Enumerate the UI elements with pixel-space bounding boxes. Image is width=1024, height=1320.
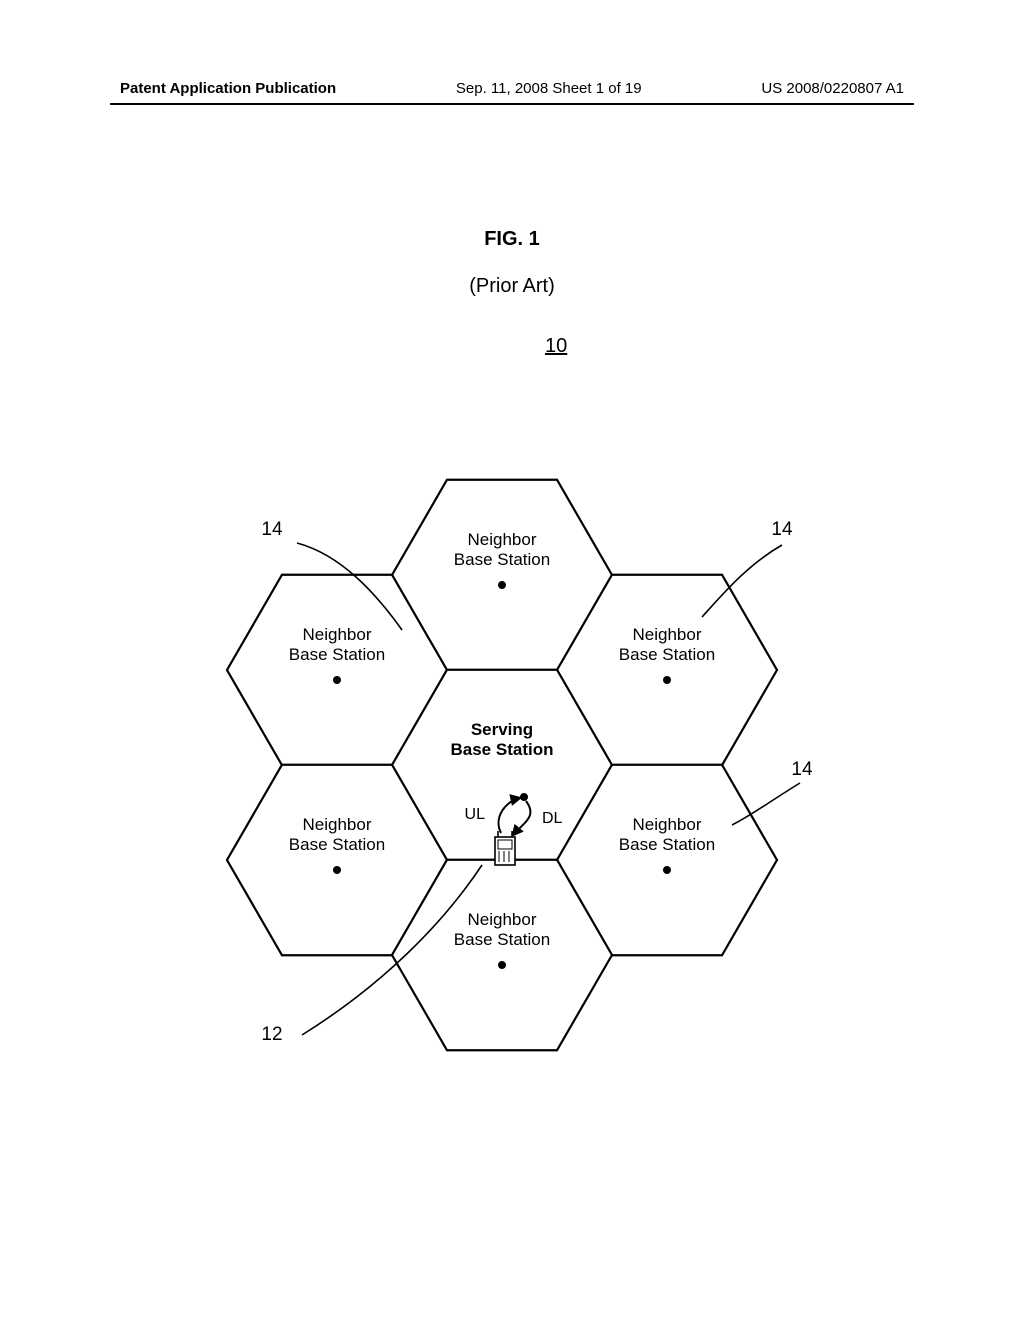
cell-label2: Base Station	[454, 550, 550, 569]
cell-label1: Neighbor	[633, 625, 702, 644]
cell-label2: Base Station	[619, 835, 715, 854]
cell-label1: Serving	[471, 720, 533, 739]
header-row: Patent Application Publication Sep. 11, …	[0, 80, 1024, 97]
callout-number: 12	[261, 1024, 282, 1045]
page: Patent Application Publication Sep. 11, …	[0, 0, 1024, 1320]
cell-label2: Base Station	[619, 645, 715, 664]
cell-dot	[498, 581, 506, 589]
patent-header: Patent Application Publication Sep. 11, …	[0, 80, 1024, 105]
cell-svg: NeighborBase StationNeighborBase Station…	[162, 445, 862, 1105]
figure-title: FIG. 1	[0, 228, 1024, 251]
figure-subtitle: (Prior Art)	[0, 275, 1024, 298]
header-center: Sep. 11, 2008 Sheet 1 of 19	[456, 80, 642, 97]
cell-dot	[333, 676, 341, 684]
ul-label: UL	[465, 806, 486, 823]
cell-label2: Base Station	[289, 835, 385, 854]
cell-label1: Neighbor	[303, 815, 372, 834]
header-right: US 2008/0220807 A1	[761, 80, 904, 97]
callout-number: 14	[771, 519, 793, 540]
dl-label: DL	[542, 810, 563, 827]
figure-refnum: 10	[545, 335, 567, 358]
cell-dot	[498, 961, 506, 969]
cell-label2: Base Station	[454, 930, 550, 949]
cell-label1: Neighbor	[633, 815, 702, 834]
cell-label2: Base Station	[451, 740, 554, 759]
cell-label1: Neighbor	[468, 910, 537, 929]
callout-number: 14	[791, 759, 813, 780]
cell-diagram: NeighborBase StationNeighborBase Station…	[162, 445, 862, 1110]
header-rule	[110, 103, 914, 105]
cell-label1: Neighbor	[303, 625, 372, 644]
cell-dot	[663, 676, 671, 684]
cell-label2: Base Station	[289, 645, 385, 664]
header-left: Patent Application Publication	[120, 80, 336, 97]
cell-dot	[333, 866, 341, 874]
serving-bs-dot	[520, 793, 528, 801]
callout-number: 14	[261, 519, 283, 540]
cell-label1: Neighbor	[468, 530, 537, 549]
cell-dot	[663, 866, 671, 874]
